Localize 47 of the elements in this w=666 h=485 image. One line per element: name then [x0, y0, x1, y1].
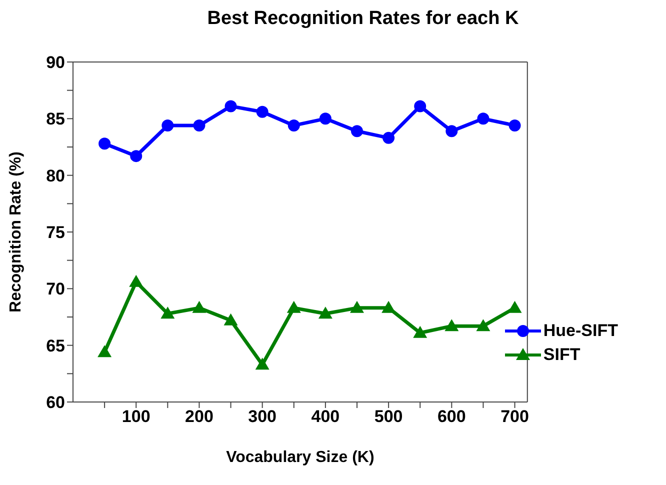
point	[130, 150, 142, 162]
point	[477, 112, 490, 125]
point	[129, 274, 144, 287]
point	[193, 119, 206, 132]
point	[286, 300, 301, 313]
point	[288, 119, 300, 132]
point	[192, 300, 206, 313]
point	[224, 313, 238, 326]
x-tick-label: 600	[437, 407, 466, 426]
point	[508, 119, 521, 132]
point	[446, 125, 458, 138]
point	[444, 319, 459, 332]
x-tick-label: 700	[500, 407, 529, 426]
y-tick-label: 70	[46, 280, 65, 299]
point	[350, 300, 364, 313]
y-axis-title: Recognition Rate (%)	[8, 152, 25, 312]
x-tick-label: 400	[311, 407, 340, 426]
point	[382, 132, 395, 144]
point	[382, 300, 396, 313]
legend-label: Hue-SIFT	[543, 321, 618, 341]
point	[255, 358, 270, 370]
point	[508, 300, 522, 313]
point	[256, 106, 268, 118]
point	[413, 326, 428, 338]
x-tick-label: 500	[374, 407, 403, 426]
x-tick-label: 200	[185, 407, 214, 426]
legend-label: SIFT	[543, 345, 580, 365]
point	[318, 306, 332, 319]
point	[98, 138, 111, 150]
point	[319, 112, 332, 125]
point	[224, 100, 237, 112]
y-tick-label: 85	[46, 110, 65, 129]
point	[414, 100, 426, 112]
y-tick-label: 65	[46, 336, 65, 356]
x-tick-label: 300	[248, 407, 277, 426]
y-tick-label: 90	[46, 53, 65, 72]
point	[476, 319, 490, 332]
y-tick-label: 75	[46, 223, 65, 242]
x-axis-title: Vocabulary Size (K)	[226, 449, 374, 466]
point	[160, 306, 175, 319]
point	[350, 125, 363, 138]
x-tick-label: 100	[122, 407, 150, 426]
point	[162, 119, 174, 132]
point	[98, 345, 112, 358]
y-tick-label: 60	[46, 393, 65, 412]
chart-title: Best Recognition Rates for each K	[206, 8, 520, 31]
y-tick-label: 80	[46, 166, 65, 186]
